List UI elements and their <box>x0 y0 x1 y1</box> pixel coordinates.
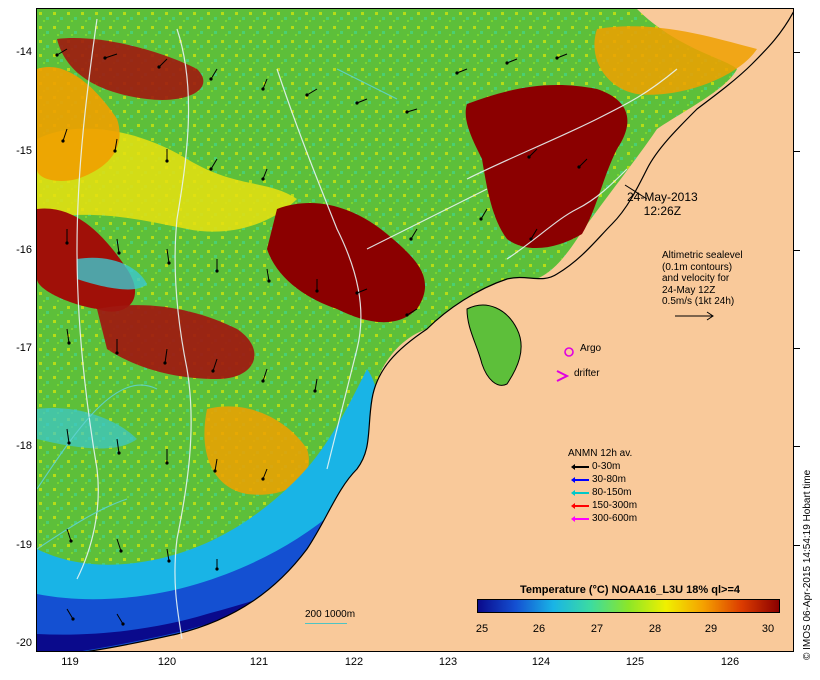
cyan-streak-b <box>37 408 137 449</box>
drifter-marker <box>556 370 570 382</box>
warm-core-southwest <box>97 305 255 379</box>
x-axis-label: 121 <box>249 656 269 668</box>
cyan-contours <box>37 68 398 550</box>
sst-map-panel <box>36 8 794 652</box>
depth-contour-key-line <box>305 623 347 624</box>
anmn-legend-item: 80-150m <box>592 487 632 498</box>
x-axis-label: 125 <box>625 656 645 668</box>
anmn-legend: ANMN 12h av. 0-30m 30-80m 80-150m 150-30… <box>568 447 637 525</box>
argo-marker <box>564 347 574 357</box>
y-tick-right <box>794 52 800 53</box>
credit-text: © IMOS 06-Apr-2015 14:54:19 Hobart time <box>802 469 813 660</box>
y-axis-label: -18 <box>16 440 32 452</box>
peninsula-detail <box>466 304 522 386</box>
time-line: 12:26Z <box>643 204 682 218</box>
cold-coastal-deep <box>37 509 337 651</box>
y-tick-right <box>794 250 800 251</box>
date-annotation: 24-May-2013 12:26Z <box>627 190 698 218</box>
argo-label: Argo <box>580 343 602 354</box>
x-axis-label: 126 <box>720 656 740 668</box>
y-axis-label: -19 <box>16 539 32 551</box>
velocity-scale-arrow <box>675 311 714 321</box>
anmn-legend-arrows <box>571 464 589 522</box>
warm-band-orange-ne <box>594 26 757 95</box>
altimetry-line: 0.5m/s (1kt 24h) <box>662 296 735 307</box>
depth-contour-label: 200 1000m <box>305 609 356 620</box>
velocity-arrows <box>56 48 588 625</box>
y-tick-right <box>794 545 800 546</box>
altimetry-line: 24-May 12Z <box>662 284 716 296</box>
warm-core-east <box>465 84 628 249</box>
anmn-legend-title: ANMN 12h av. <box>568 448 633 459</box>
x-axis-label: 123 <box>438 656 458 668</box>
warm-core-north <box>57 38 204 100</box>
y-axis-label: -20 <box>16 637 32 649</box>
drifter-label: drifter <box>574 368 600 379</box>
colorbar-tick: 27 <box>590 623 604 635</box>
sealevel-contours <box>76 18 678 640</box>
arrow-heads <box>55 53 581 626</box>
date-line: 24-May-2013 <box>627 190 698 204</box>
y-axis-label: -16 <box>16 244 32 256</box>
colorbar-tick: 28 <box>648 623 662 635</box>
cyan-streak-a <box>77 257 147 290</box>
anmn-legend-item: 0-30m <box>592 461 621 472</box>
warm-band-orange-west <box>37 67 120 181</box>
altimetry-annotation: Altimetric sealevel (0.1m contours) and … <box>662 250 743 308</box>
y-axis-label: -17 <box>16 342 32 354</box>
colorbar <box>477 599 780 613</box>
date-pointer-line <box>624 184 648 200</box>
y-axis-label: -15 <box>16 145 32 157</box>
colorbar-tick: 30 <box>761 623 775 635</box>
anmn-legend-item: 150-300m <box>592 500 638 511</box>
x-axis-label: 124 <box>531 656 551 668</box>
warm-band-orange-south <box>204 406 309 495</box>
altimetry-line: (0.1m contours) <box>662 261 733 273</box>
colorbar-tick: 26 <box>532 623 546 635</box>
sst-map-svg <box>37 9 793 651</box>
y-tick-right <box>794 348 800 349</box>
y-tick-right <box>794 151 800 152</box>
land-mass <box>86 11 793 651</box>
x-axis-label: 122 <box>344 656 364 668</box>
x-axis-label: 120 <box>157 656 177 668</box>
colorbar-tick: 25 <box>475 623 489 635</box>
altimetry-line: and velocity for <box>662 273 730 284</box>
y-tick-right <box>794 446 800 447</box>
anmn-legend-item: 30-80m <box>592 474 626 485</box>
colorbar-tick: 29 <box>704 623 718 635</box>
x-axis-label: 119 <box>61 656 79 668</box>
colorbar-title: Temperature (°C) NOAA16_L3U 18% ql>=4 <box>520 584 740 596</box>
cold-coastal-darkest <box>37 589 287 651</box>
anmn-legend-item: 300-600m <box>592 513 638 524</box>
altimetry-line: Altimetric sealevel <box>662 250 743 261</box>
warm-core-central <box>267 203 426 323</box>
y-axis-label: -14 <box>16 46 32 58</box>
